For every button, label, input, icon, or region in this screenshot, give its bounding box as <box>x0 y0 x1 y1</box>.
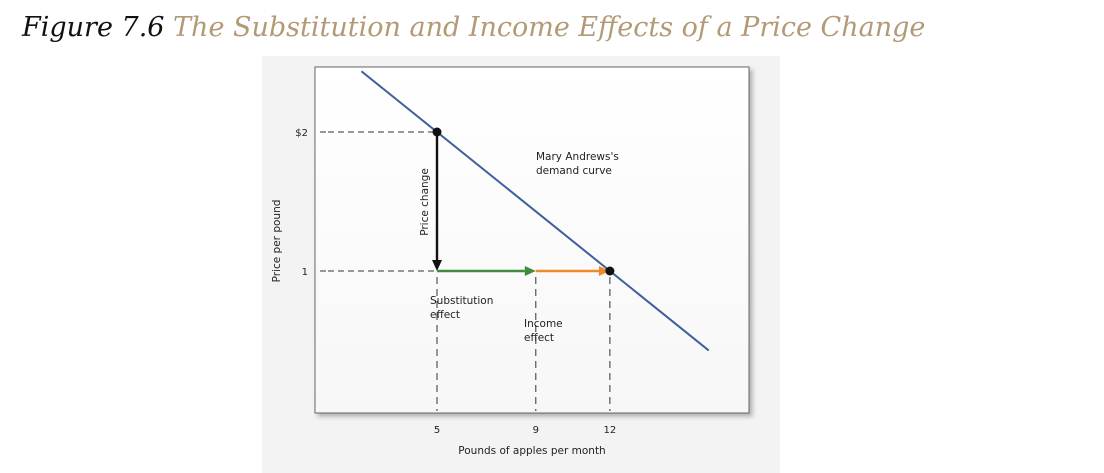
x-tick-label-12: 12 <box>604 425 617 436</box>
chart: $2 1 5 9 12 Pounds of apples per month P… <box>262 56 780 473</box>
equilibrium-points <box>432 127 615 276</box>
income-label-line1: Income <box>524 318 563 330</box>
point-5-2 <box>432 127 442 137</box>
demand-curve-line <box>360 70 710 352</box>
chart-svg: $2 1 5 9 12 Pounds of apples per month P… <box>262 56 780 473</box>
substitution-label-line1: Substitution <box>430 295 493 307</box>
figure-number: Figure 7.6 <box>22 12 165 43</box>
x-tick-label-5: 5 <box>434 425 440 436</box>
x-axis-label: Pounds of apples per month <box>458 445 605 457</box>
y-tick-label-1: 1 <box>302 267 308 278</box>
income-effect-head <box>598 266 610 276</box>
curve-label-line1: Mary Andrews's <box>536 151 619 163</box>
figure-caption: Figure 7.6 The Substitution and Income E… <box>22 8 925 48</box>
curve-label-line2: demand curve <box>536 165 612 177</box>
substitution-effect-arrow <box>437 266 536 276</box>
figure-title: The Substitution and Income Effects of a… <box>173 12 926 43</box>
price-change-label: Price change <box>419 168 431 236</box>
effect-arrows <box>432 132 610 276</box>
y-tick-label-2: $2 <box>295 128 308 139</box>
price-change-arrow <box>432 132 442 271</box>
price-change-head <box>432 260 442 271</box>
plot-area <box>314 66 750 414</box>
substitution-effect-head <box>524 266 536 276</box>
point-12-1 <box>605 266 615 276</box>
substitution-label-line2: effect <box>430 309 460 321</box>
y-axis-label: Price per pound <box>271 200 283 283</box>
income-effect-arrow <box>535 266 610 276</box>
income-label-line2: effect <box>524 332 554 344</box>
x-tick-label-9: 9 <box>533 425 539 436</box>
